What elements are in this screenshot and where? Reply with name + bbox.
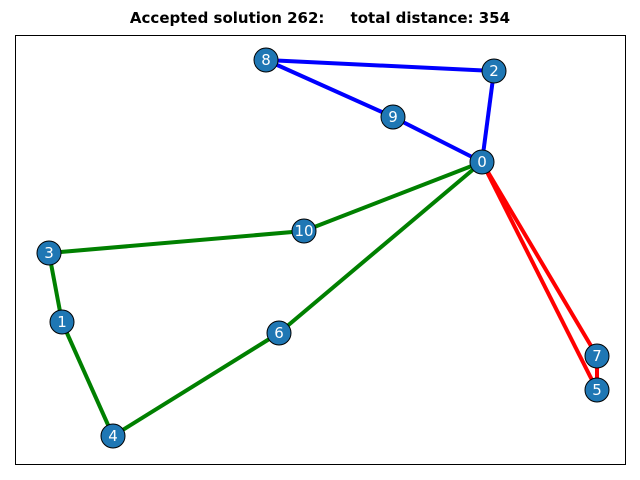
node-9-marker xyxy=(380,104,406,130)
node-6: 6 xyxy=(266,320,292,346)
route-1-edge-9-0 xyxy=(392,115,483,164)
route-3-edge-0-7 xyxy=(480,160,599,358)
node-7-marker xyxy=(584,343,610,369)
plot-frame xyxy=(15,35,626,465)
node-10-label: 10 xyxy=(294,222,313,240)
route-edges xyxy=(47,58,599,438)
route-nodes: 0 1 2 3 4 5 6 7 8 9 10 xyxy=(36,47,610,449)
route-2-edge-10-3 xyxy=(48,229,305,255)
node-4-label: 4 xyxy=(108,427,118,445)
node-2-label: 2 xyxy=(489,62,499,80)
node-0: 0 xyxy=(469,149,495,175)
node-3-label: 3 xyxy=(44,244,54,262)
node-9-label: 9 xyxy=(388,108,398,126)
node-4-marker xyxy=(100,423,126,449)
node-5: 5 xyxy=(584,377,610,403)
node-10: 10 xyxy=(291,218,317,244)
node-9: 9 xyxy=(380,104,406,130)
route-2-edge-1-4 xyxy=(60,321,115,437)
route-1-edge-8-9 xyxy=(265,58,394,119)
node-8-marker xyxy=(253,47,279,73)
node-5-marker xyxy=(584,377,610,403)
node-1: 1 xyxy=(49,309,75,335)
route-2-edge-0-10 xyxy=(303,160,483,233)
node-6-marker xyxy=(266,320,292,346)
route-1-edge-2-8 xyxy=(265,58,495,73)
node-10-marker xyxy=(291,218,317,244)
node-1-marker xyxy=(49,309,75,335)
node-8: 8 xyxy=(253,47,279,73)
node-7: 7 xyxy=(584,343,610,369)
node-2-marker xyxy=(481,58,507,84)
node-7-label: 7 xyxy=(592,347,602,365)
route-3-edge-5-0 xyxy=(480,161,599,391)
chart-title: Accepted solution 262: total distance: 3… xyxy=(0,9,640,27)
node-2: 2 xyxy=(481,58,507,84)
node-0-marker xyxy=(469,149,495,175)
route-1-edge-0-2 xyxy=(480,70,496,163)
title-distance: total distance: 354 xyxy=(350,9,511,27)
node-6-label: 6 xyxy=(274,324,284,342)
title-solution: Accepted solution 262: xyxy=(129,9,325,27)
node-1-label: 1 xyxy=(57,313,67,331)
node-3-marker xyxy=(36,240,62,266)
route-2-edge-6-0 xyxy=(277,160,484,335)
node-8-label: 8 xyxy=(261,51,271,69)
node-5-label: 5 xyxy=(592,381,602,399)
node-0-label: 0 xyxy=(477,153,487,171)
route-2-edge-4-6 xyxy=(111,331,281,438)
node-3: 3 xyxy=(36,240,62,266)
node-4: 4 xyxy=(100,423,126,449)
